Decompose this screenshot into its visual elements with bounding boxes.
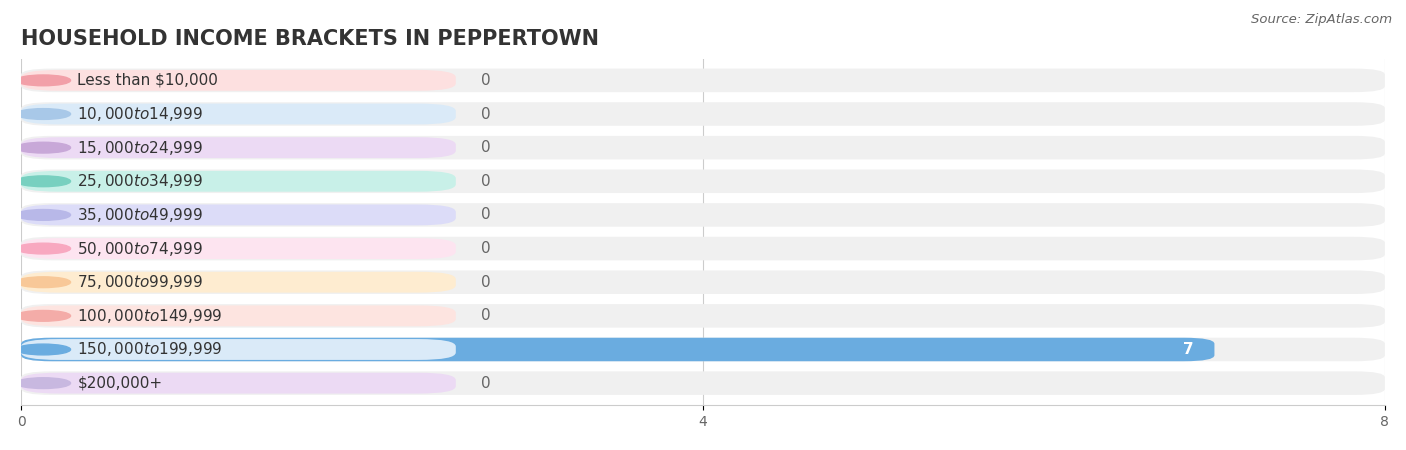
FancyBboxPatch shape (21, 238, 456, 259)
Text: $10,000 to $14,999: $10,000 to $14,999 (77, 105, 204, 123)
Circle shape (15, 176, 70, 187)
Text: $50,000 to $74,999: $50,000 to $74,999 (77, 239, 204, 257)
FancyBboxPatch shape (21, 373, 456, 394)
Text: $15,000 to $24,999: $15,000 to $24,999 (77, 139, 204, 157)
Text: 0: 0 (481, 376, 491, 391)
Text: $35,000 to $49,999: $35,000 to $49,999 (77, 206, 204, 224)
Text: $100,000 to $149,999: $100,000 to $149,999 (77, 307, 222, 325)
FancyBboxPatch shape (21, 304, 1385, 328)
Text: 0: 0 (481, 73, 491, 88)
Text: 0: 0 (481, 274, 491, 290)
FancyBboxPatch shape (21, 339, 456, 360)
Text: $150,000 to $199,999: $150,000 to $199,999 (77, 341, 222, 359)
FancyBboxPatch shape (21, 136, 1385, 159)
Circle shape (15, 243, 70, 254)
Text: $200,000+: $200,000+ (77, 376, 163, 391)
Circle shape (15, 142, 70, 153)
FancyBboxPatch shape (21, 270, 1385, 294)
FancyBboxPatch shape (21, 137, 456, 158)
Circle shape (15, 210, 70, 220)
FancyBboxPatch shape (21, 171, 456, 192)
Circle shape (15, 310, 70, 321)
Text: Less than $10,000: Less than $10,000 (77, 73, 218, 88)
FancyBboxPatch shape (21, 203, 1385, 227)
Text: HOUSEHOLD INCOME BRACKETS IN PEPPERTOWN: HOUSEHOLD INCOME BRACKETS IN PEPPERTOWN (21, 29, 599, 49)
FancyBboxPatch shape (21, 68, 1385, 92)
Text: Source: ZipAtlas.com: Source: ZipAtlas.com (1251, 14, 1392, 27)
Circle shape (15, 75, 70, 86)
FancyBboxPatch shape (21, 170, 1385, 193)
Text: 0: 0 (481, 308, 491, 324)
Text: 0: 0 (481, 241, 491, 256)
Text: $25,000 to $34,999: $25,000 to $34,999 (77, 172, 204, 190)
FancyBboxPatch shape (21, 102, 1385, 126)
FancyBboxPatch shape (21, 338, 1385, 361)
Circle shape (15, 277, 70, 288)
FancyBboxPatch shape (21, 338, 1215, 361)
FancyBboxPatch shape (21, 237, 1385, 261)
FancyBboxPatch shape (21, 371, 1385, 395)
Circle shape (15, 378, 70, 388)
Text: 7: 7 (1184, 342, 1194, 357)
Text: 0: 0 (481, 174, 491, 189)
Text: 0: 0 (481, 207, 491, 222)
Text: 0: 0 (481, 107, 491, 122)
Text: 0: 0 (481, 140, 491, 155)
FancyBboxPatch shape (21, 104, 456, 125)
Text: $75,000 to $99,999: $75,000 to $99,999 (77, 273, 204, 291)
Circle shape (15, 344, 70, 355)
Circle shape (15, 108, 70, 119)
FancyBboxPatch shape (21, 204, 456, 225)
FancyBboxPatch shape (21, 70, 456, 91)
FancyBboxPatch shape (21, 272, 456, 292)
FancyBboxPatch shape (21, 306, 456, 326)
